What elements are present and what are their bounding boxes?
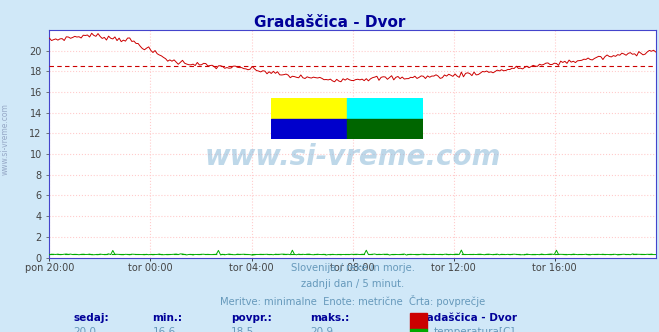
Bar bbox=[271, 119, 347, 139]
Bar bbox=[347, 98, 422, 119]
Text: Gradaščica - Dvor: Gradaščica - Dvor bbox=[254, 15, 405, 30]
Bar bbox=[410, 329, 427, 332]
Text: 20,0: 20,0 bbox=[74, 327, 97, 332]
Bar bbox=[347, 119, 422, 139]
Text: 20,9: 20,9 bbox=[310, 327, 333, 332]
Text: Gradaščica - Dvor: Gradaščica - Dvor bbox=[413, 313, 517, 323]
Text: Meritve: minimalne  Enote: metrične  Črta: povprečje: Meritve: minimalne Enote: metrične Črta:… bbox=[220, 294, 485, 306]
Text: www.si-vreme.com: www.si-vreme.com bbox=[204, 143, 501, 171]
Text: maks.:: maks.: bbox=[310, 313, 349, 323]
Text: www.si-vreme.com: www.si-vreme.com bbox=[1, 104, 10, 175]
Text: temperatura[C]: temperatura[C] bbox=[433, 327, 515, 332]
Text: min.:: min.: bbox=[152, 313, 183, 323]
Bar bbox=[410, 313, 427, 329]
Text: 16,6: 16,6 bbox=[152, 327, 176, 332]
Text: sedaj:: sedaj: bbox=[74, 313, 109, 323]
Text: zadnji dan / 5 minut.: zadnji dan / 5 minut. bbox=[301, 279, 404, 289]
Text: Slovenija / reke in morje.: Slovenija / reke in morje. bbox=[291, 263, 415, 273]
Text: 18,5: 18,5 bbox=[231, 327, 254, 332]
Bar bbox=[271, 98, 347, 119]
Text: povpr.:: povpr.: bbox=[231, 313, 272, 323]
